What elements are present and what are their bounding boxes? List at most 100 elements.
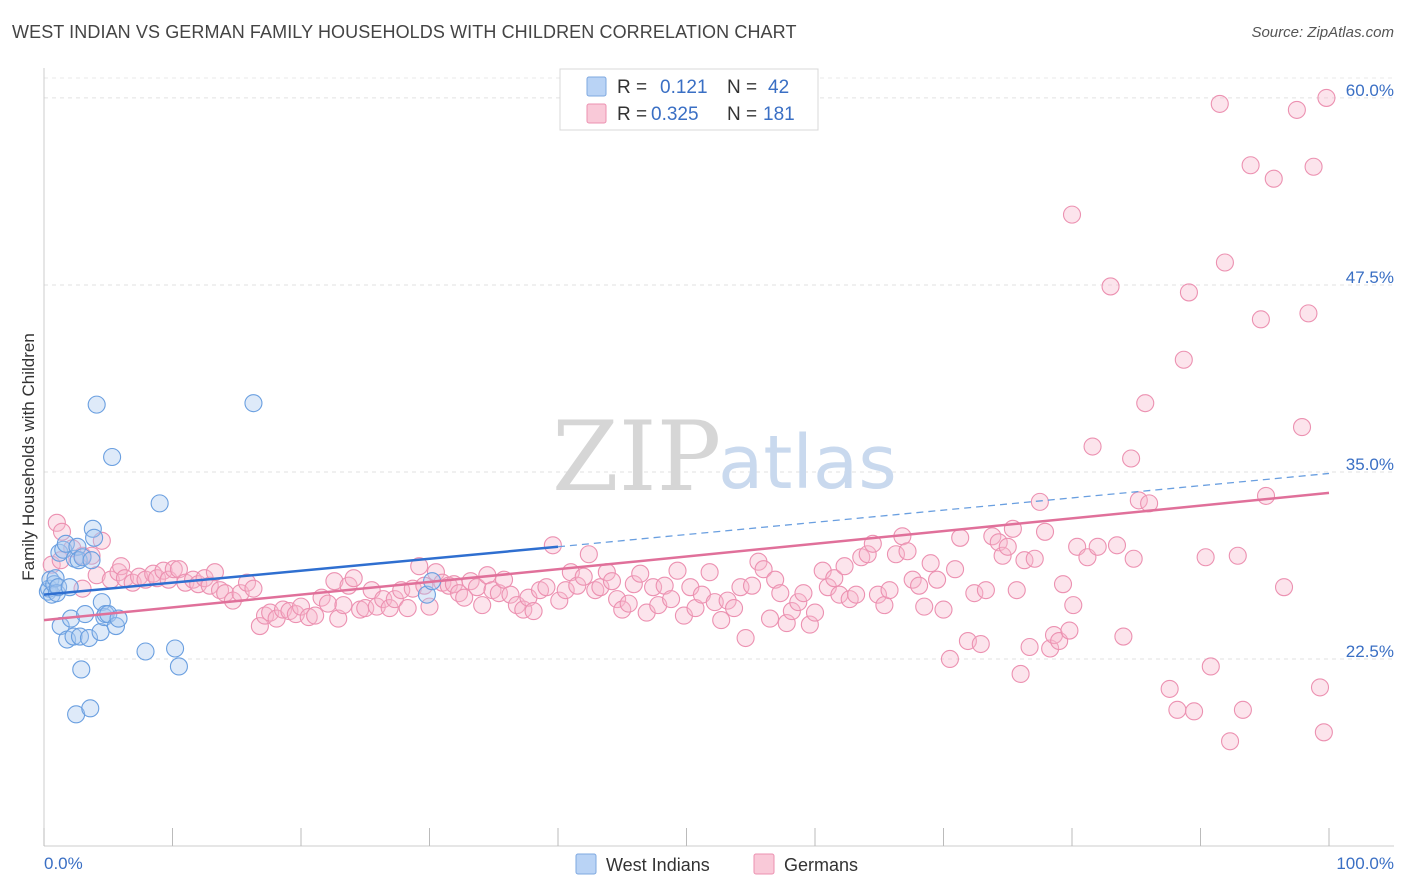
west-indian-point-20 [70, 627, 90, 646]
german-point-158 [976, 581, 995, 600]
german-point-78 [501, 585, 520, 604]
west-indian-point-43 [417, 585, 436, 604]
y-tick-labels: 22.5% 35.0% 47.5% 60.0% [1346, 81, 1394, 661]
west-indian-point-28 [85, 528, 104, 547]
german-point-204 [1264, 169, 1283, 188]
german-point-171 [1041, 639, 1060, 658]
legend-n-label-2: N = [727, 104, 757, 125]
west-indian-point-18 [68, 537, 87, 556]
german-point-180 [1088, 537, 1107, 556]
german-point-76 [489, 584, 508, 603]
german-point-198 [1221, 732, 1240, 751]
german-point-194 [1196, 548, 1215, 567]
german-point-147 [910, 576, 929, 595]
german-point-114 [718, 591, 737, 610]
german-point-202 [1251, 310, 1270, 329]
german-point-185 [1124, 549, 1143, 568]
german-point-117 [736, 628, 755, 648]
west-indian-point-21 [72, 660, 91, 679]
german-point-121 [760, 609, 780, 628]
german-point-115 [724, 599, 744, 618]
german-point-206 [1287, 100, 1306, 119]
german-point-89 [568, 576, 587, 595]
german-point-187 [1136, 394, 1155, 413]
german-point-60 [398, 599, 417, 618]
axes [43, 68, 1394, 847]
german-point-123 [771, 584, 790, 603]
german-point-129 [805, 603, 825, 622]
west-indian-trendline [43, 545, 559, 596]
german-point-84 [537, 578, 556, 597]
west-indian-point-39 [150, 494, 169, 513]
west-indian-point-15 [64, 627, 83, 646]
german-point-98 [619, 594, 638, 613]
y-tick-label-3: 60.0% [1346, 81, 1394, 100]
german-point-182 [1107, 536, 1127, 555]
german-point-150 [928, 570, 947, 589]
west-indian-point-23 [76, 605, 95, 624]
german-point-73 [473, 596, 492, 615]
german-point-62 [410, 557, 429, 576]
german-point-125 [782, 602, 801, 621]
german-point-96 [608, 590, 627, 609]
german-point-2 [51, 551, 70, 570]
german-point-160 [989, 533, 1008, 552]
german-point-199 [1228, 546, 1247, 565]
german-point-197 [1215, 253, 1234, 272]
german-point-142 [880, 581, 899, 600]
german-point-210 [1310, 678, 1330, 697]
german-point-136 [847, 585, 866, 604]
west-indian-point-30 [91, 622, 110, 642]
x-tick-label-min: 0.0% [44, 854, 83, 873]
source-label: Source: ZipAtlas.com [1251, 24, 1394, 41]
y-tick-label-2: 47.5% [1346, 268, 1394, 287]
west-indian-point-38 [136, 642, 155, 661]
german-point-47 [325, 572, 344, 591]
german-point-105 [662, 590, 681, 609]
german-point-148 [915, 597, 934, 616]
german-point-152 [940, 649, 959, 669]
german-point-209 [1304, 157, 1323, 176]
german-point-205 [1274, 578, 1294, 597]
bottom-legend-label-germans: Germans [784, 855, 858, 875]
german-point-176 [1064, 596, 1083, 615]
german-point-87 [556, 581, 575, 600]
west-indian-point-40 [166, 639, 185, 658]
bottom-legend-swatch-germans [753, 853, 775, 875]
german-point-167 [1020, 637, 1039, 657]
legend-r-label-2: R = [617, 104, 647, 125]
german-point-190 [1168, 700, 1187, 719]
german-point-116 [731, 578, 750, 597]
legend-swatch-west-indians [586, 76, 607, 97]
x-tick-label-max: 100.0% [1336, 854, 1394, 873]
german-point-46 [318, 594, 338, 613]
german-point-200 [1233, 700, 1252, 719]
german-point-92 [586, 581, 605, 600]
german-point-43 [299, 608, 318, 627]
german-point-127 [794, 584, 813, 603]
german-point-85 [543, 536, 562, 555]
x-ticks [43, 828, 1330, 846]
german-point-196 [1210, 94, 1229, 113]
german-point-106 [668, 561, 687, 580]
legend-n-value-2: 181 [763, 104, 795, 125]
west-indian-point-36 [106, 617, 126, 636]
west-indian-point-26 [82, 551, 101, 570]
german-point-21 [164, 560, 183, 579]
german-point-170 [1035, 522, 1055, 541]
german-point-207 [1292, 418, 1312, 437]
german-point-27 [200, 576, 219, 595]
german-point-118 [742, 576, 762, 595]
german-point-140 [868, 585, 888, 604]
legend-swatch-germans [586, 103, 607, 124]
german-point-28 [205, 563, 224, 582]
trendlines [43, 472, 1330, 622]
west-indian-point-24 [79, 628, 99, 648]
german-point-169 [1030, 492, 1049, 511]
german-point-90 [574, 567, 593, 586]
german-point-201 [1241, 156, 1260, 175]
y-tick-label-1: 35.0% [1346, 455, 1394, 474]
legend-r-label-1: R = [617, 77, 647, 98]
german-point-86 [550, 591, 569, 610]
german-point-113 [712, 611, 731, 630]
